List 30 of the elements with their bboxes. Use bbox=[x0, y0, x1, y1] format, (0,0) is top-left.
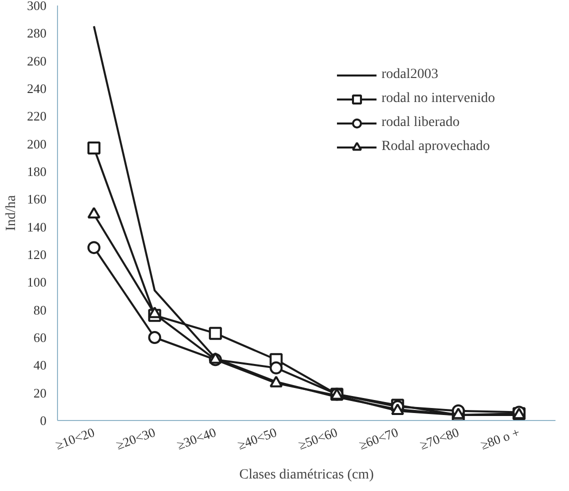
x-axis-title: Clases diamétricas (cm) bbox=[239, 467, 374, 482]
x-tick-label: ≥80 o + bbox=[478, 424, 522, 452]
y-tick-label: 100 bbox=[27, 274, 46, 290]
y-tick-label: 60 bbox=[34, 330, 46, 345]
y-tick-label: 140 bbox=[27, 219, 46, 234]
y-tick-label: 200 bbox=[27, 136, 46, 152]
y-tick-label: 220 bbox=[27, 108, 46, 124]
y-tick-label: 40 bbox=[34, 358, 46, 373]
legend-label: rodal no intervenido bbox=[381, 91, 495, 107]
y-tick-label: 260 bbox=[27, 53, 46, 68]
y-tick-label: 160 bbox=[27, 192, 46, 207]
x-tick-label: ≥10<20 bbox=[53, 424, 97, 452]
y-tick-label: 300 bbox=[27, 0, 46, 13]
y-tick-label: 0 bbox=[40, 413, 46, 428]
legend-label: rodal2003 bbox=[381, 67, 438, 83]
x-tick-label: ≥70<80 bbox=[418, 424, 461, 452]
legend-label: Rodal aprovechado bbox=[381, 139, 490, 155]
y-tick-label: 20 bbox=[34, 385, 46, 400]
x-tick-label: ≥30<40 bbox=[174, 424, 218, 452]
x-tick-label: ≥60<70 bbox=[357, 424, 400, 452]
y-tick-label: 240 bbox=[27, 81, 46, 96]
y-tick-label: 120 bbox=[27, 247, 46, 262]
y-tick-label: 80 bbox=[34, 302, 46, 318]
legend-label: rodal liberado bbox=[381, 115, 460, 131]
x-tick-label: ≥50<60 bbox=[296, 424, 340, 452]
y-axis-title: Ind/ha bbox=[4, 194, 19, 231]
x-tick-label: ≥20<30 bbox=[114, 424, 158, 452]
y-tick-label: 280 bbox=[27, 26, 46, 41]
x-tick-label: ≥40<50 bbox=[236, 424, 279, 452]
y-tick-label: 180 bbox=[27, 164, 46, 179]
